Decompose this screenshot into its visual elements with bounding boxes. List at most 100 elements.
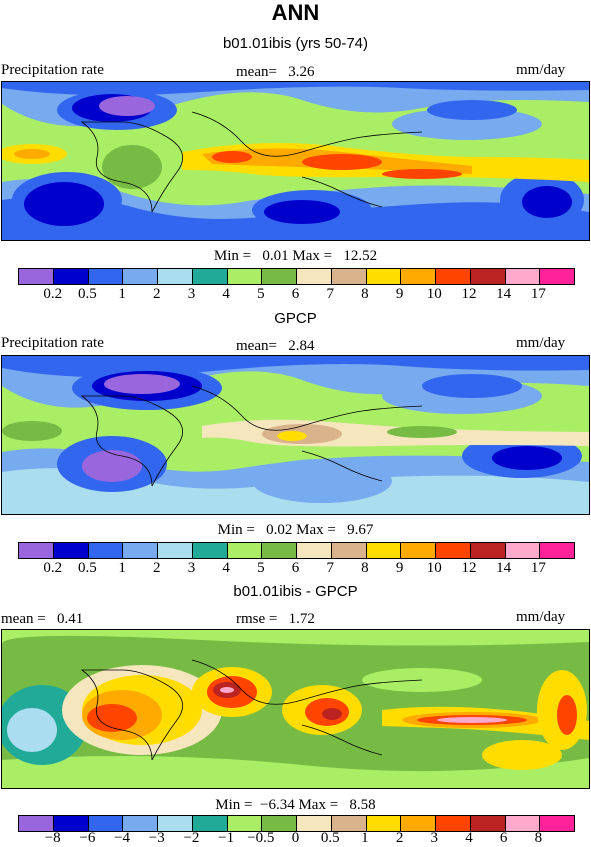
panel-2-mean-label: mean= 2.84 xyxy=(236,338,315,354)
panel-3-mean-label: mean = 0.41 xyxy=(1,611,84,627)
colorbar-swatch xyxy=(297,816,332,831)
panel-2-min-max: Min = 0.02 Max = 9.67 xyxy=(217,522,374,538)
colorbar-swatch xyxy=(227,269,263,284)
colorbar-swatch xyxy=(470,543,506,558)
panel-2-variable-label: Precipitation rate xyxy=(1,335,104,351)
colorbar-tick-label: 2 xyxy=(153,286,161,302)
panel-2-colorbar xyxy=(18,542,575,559)
colorbar-swatch xyxy=(88,269,124,284)
colorbar-tick-label: 6 xyxy=(291,286,300,302)
colorbar-tick-label: 8 xyxy=(534,830,543,846)
colorbar-swatch xyxy=(297,543,332,558)
colorbar-tick-label: 0.5 xyxy=(78,286,97,302)
panel-3-rmse-label: rmse = 1.72 xyxy=(236,611,315,627)
panel-3-colorbar xyxy=(18,815,575,832)
colorbar-swatch xyxy=(123,543,158,558)
colorbar-swatch xyxy=(470,269,506,284)
panel-3-map xyxy=(1,629,590,789)
colorbar-swatch xyxy=(436,816,471,831)
colorbar-tick-label: 7 xyxy=(326,560,334,576)
colorbar-swatch xyxy=(158,816,193,831)
colorbar-swatch xyxy=(540,816,574,831)
colorbar-tick-label: 9 xyxy=(395,286,404,302)
colorbar-swatch xyxy=(53,543,89,558)
panel-1-mean-label: mean= 3.26 xyxy=(236,64,315,80)
colorbar-tick-label: −8 xyxy=(44,830,61,846)
panel-3-units-label: mm/day xyxy=(516,609,566,625)
colorbar-tick-label: 0.5 xyxy=(320,830,340,846)
colorbar-tick-label: 6 xyxy=(499,830,508,846)
colorbar-swatch xyxy=(505,269,541,284)
colorbar-swatch xyxy=(540,543,574,558)
colorbar-tick-label: −4 xyxy=(114,830,131,846)
panel-1-subtitle: b01.01ibis (yrs 50-74) xyxy=(222,35,369,52)
panel-1-variable-label: Precipitation rate xyxy=(1,62,104,78)
colorbar-tick-label: 9 xyxy=(395,560,404,576)
colorbar-tick-label: 10 xyxy=(426,560,442,576)
panel-2-colorbar-ticks: 0.2 0.5 1 2 3 4 5 6 7 8 9 10 12 14 17 xyxy=(18,560,573,576)
colorbar-tick-label: 4 xyxy=(222,560,230,576)
panel-1-colorbar-ticks: 0.2 0.5 1 2 3 4 5 6 7 8 9 10 12 14 17 xyxy=(18,286,573,302)
colorbar-swatch xyxy=(262,269,297,284)
colorbar-swatch xyxy=(19,543,54,558)
panel-1-colorbar xyxy=(18,268,575,285)
colorbar-tick-label: 2 xyxy=(395,830,404,846)
colorbar-swatch xyxy=(401,543,436,558)
colorbar-tick-label: 2 xyxy=(153,560,161,576)
colorbar-swatch xyxy=(262,816,297,831)
colorbar-swatch xyxy=(88,816,124,831)
colorbar-swatch xyxy=(436,543,471,558)
colorbar-swatch xyxy=(192,543,228,558)
panel-3-min-max: Min = −6.34 Max = 8.58 xyxy=(215,797,376,813)
colorbar-tick-label: 7 xyxy=(326,286,334,302)
colorbar-swatch xyxy=(505,816,541,831)
colorbar-tick-label: 0.2 xyxy=(43,286,63,302)
colorbar-swatch xyxy=(366,269,402,284)
colorbar-tick-label: 10 xyxy=(426,286,442,302)
colorbar-tick-label: 8 xyxy=(361,286,369,302)
colorbar-swatch xyxy=(19,816,54,831)
colorbar-swatch xyxy=(470,816,506,831)
colorbar-tick-label: 8 xyxy=(361,560,369,576)
colorbar-tick-label: 3 xyxy=(430,830,439,846)
colorbar-swatch xyxy=(331,269,367,284)
colorbar-swatch xyxy=(401,816,436,831)
colorbar-swatch xyxy=(366,816,402,831)
colorbar-swatch xyxy=(331,543,367,558)
colorbar-tick-label: 1 xyxy=(118,286,126,302)
colorbar-tick-label: 3 xyxy=(187,286,196,302)
colorbar-tick-label: 3 xyxy=(187,560,196,576)
colorbar-swatch xyxy=(401,269,436,284)
colorbar-swatch xyxy=(297,269,332,284)
colorbar-tick-label: 5 xyxy=(257,286,265,302)
colorbar-tick-label: 0.5 xyxy=(78,560,97,576)
colorbar-tick-label: 6 xyxy=(291,560,300,576)
colorbar-tick-label: −1 xyxy=(218,830,235,846)
colorbar-tick-label: 12 xyxy=(461,286,477,302)
colorbar-swatch xyxy=(192,816,228,831)
colorbar-swatch xyxy=(53,816,89,831)
colorbar-tick-label: −0.5 xyxy=(247,830,275,846)
colorbar-swatch xyxy=(331,816,367,831)
panel-1-min-max: Min = 0.01 Max = 12.52 xyxy=(213,248,378,264)
colorbar-tick-label: 1 xyxy=(118,560,126,576)
colorbar-tick-label: 0 xyxy=(291,830,300,846)
colorbar-swatch xyxy=(158,543,193,558)
colorbar-tick-label: 14 xyxy=(496,286,512,302)
colorbar-swatch xyxy=(158,269,193,284)
panel-2-units-label: mm/day xyxy=(516,335,566,351)
panel-2-map xyxy=(1,355,590,515)
panel-2-subtitle: GPCP xyxy=(274,310,317,327)
colorbar-swatch xyxy=(192,269,228,284)
panel-3-colorbar-ticks: −8 −6 −4 −3 −2 −1 −0.5 0 0.5 1 2 3 4 6 8 xyxy=(18,830,573,846)
colorbar-swatch xyxy=(366,543,402,558)
colorbar-tick-label: 17 xyxy=(530,286,546,302)
colorbar-tick-label: −6 xyxy=(79,830,96,846)
colorbar-swatch xyxy=(227,543,263,558)
colorbar-swatch xyxy=(123,269,158,284)
colorbar-swatch xyxy=(262,543,297,558)
colorbar-tick-label: 4 xyxy=(465,830,473,846)
colorbar-swatch xyxy=(123,816,158,831)
colorbar-tick-label: 12 xyxy=(461,560,477,576)
colorbar-tick-label: −2 xyxy=(183,830,200,846)
